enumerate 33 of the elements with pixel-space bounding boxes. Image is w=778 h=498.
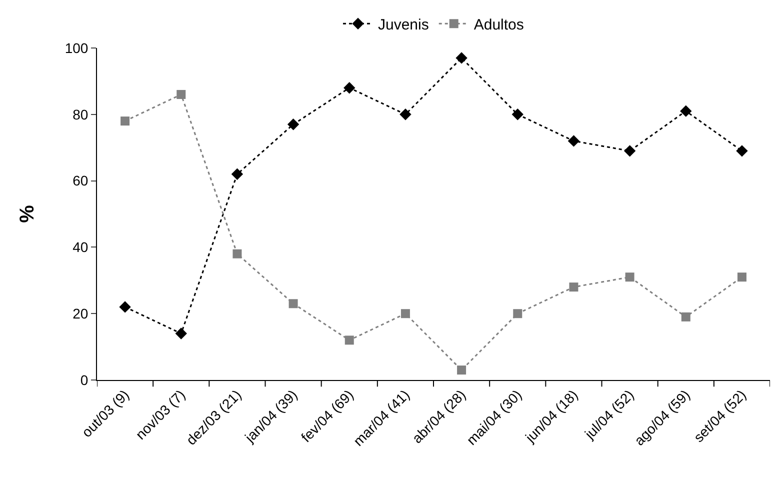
point — [456, 52, 468, 64]
point — [513, 309, 522, 318]
point — [457, 366, 466, 375]
point — [569, 282, 578, 292]
point — [681, 312, 690, 322]
point — [625, 272, 634, 282]
point — [400, 108, 412, 120]
point — [344, 82, 356, 94]
y-axis-title: % — [16, 204, 38, 223]
legend-label: Adultos — [474, 16, 524, 34]
y-tick-label: 40 — [72, 239, 88, 256]
legend-label: Juvenis — [378, 16, 429, 34]
point — [736, 145, 748, 157]
point — [176, 90, 186, 99]
point — [568, 135, 580, 147]
point — [344, 336, 354, 345]
point — [737, 272, 746, 282]
point — [119, 301, 131, 313]
point — [288, 299, 298, 308]
point — [231, 168, 244, 180]
point — [400, 309, 410, 318]
point — [120, 116, 130, 126]
point — [680, 105, 692, 117]
y-tick-label: 60 — [72, 172, 88, 189]
point — [232, 249, 242, 258]
y-tick-label: 0 — [80, 372, 88, 388]
point — [287, 118, 300, 130]
y-tick-label: 100 — [64, 40, 88, 56]
point — [175, 328, 187, 340]
point — [624, 145, 636, 157]
point — [512, 108, 524, 120]
y-tick-label: 80 — [72, 106, 88, 122]
y-tick-label: 20 — [72, 306, 88, 322]
